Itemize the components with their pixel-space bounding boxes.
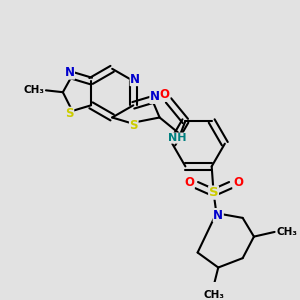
Text: CH₃: CH₃ — [23, 85, 44, 95]
Text: N: N — [213, 208, 223, 222]
Text: S: S — [130, 119, 138, 132]
Text: NH: NH — [168, 133, 187, 143]
Text: O: O — [160, 88, 170, 101]
Text: O: O — [233, 176, 243, 189]
Text: N: N — [130, 73, 140, 85]
Text: CH₃: CH₃ — [203, 290, 224, 300]
Text: CH₃: CH₃ — [277, 227, 298, 237]
Text: N: N — [150, 90, 160, 104]
Text: S: S — [209, 186, 218, 199]
Text: N: N — [64, 66, 74, 79]
Text: O: O — [184, 176, 194, 189]
Text: S: S — [65, 107, 74, 120]
